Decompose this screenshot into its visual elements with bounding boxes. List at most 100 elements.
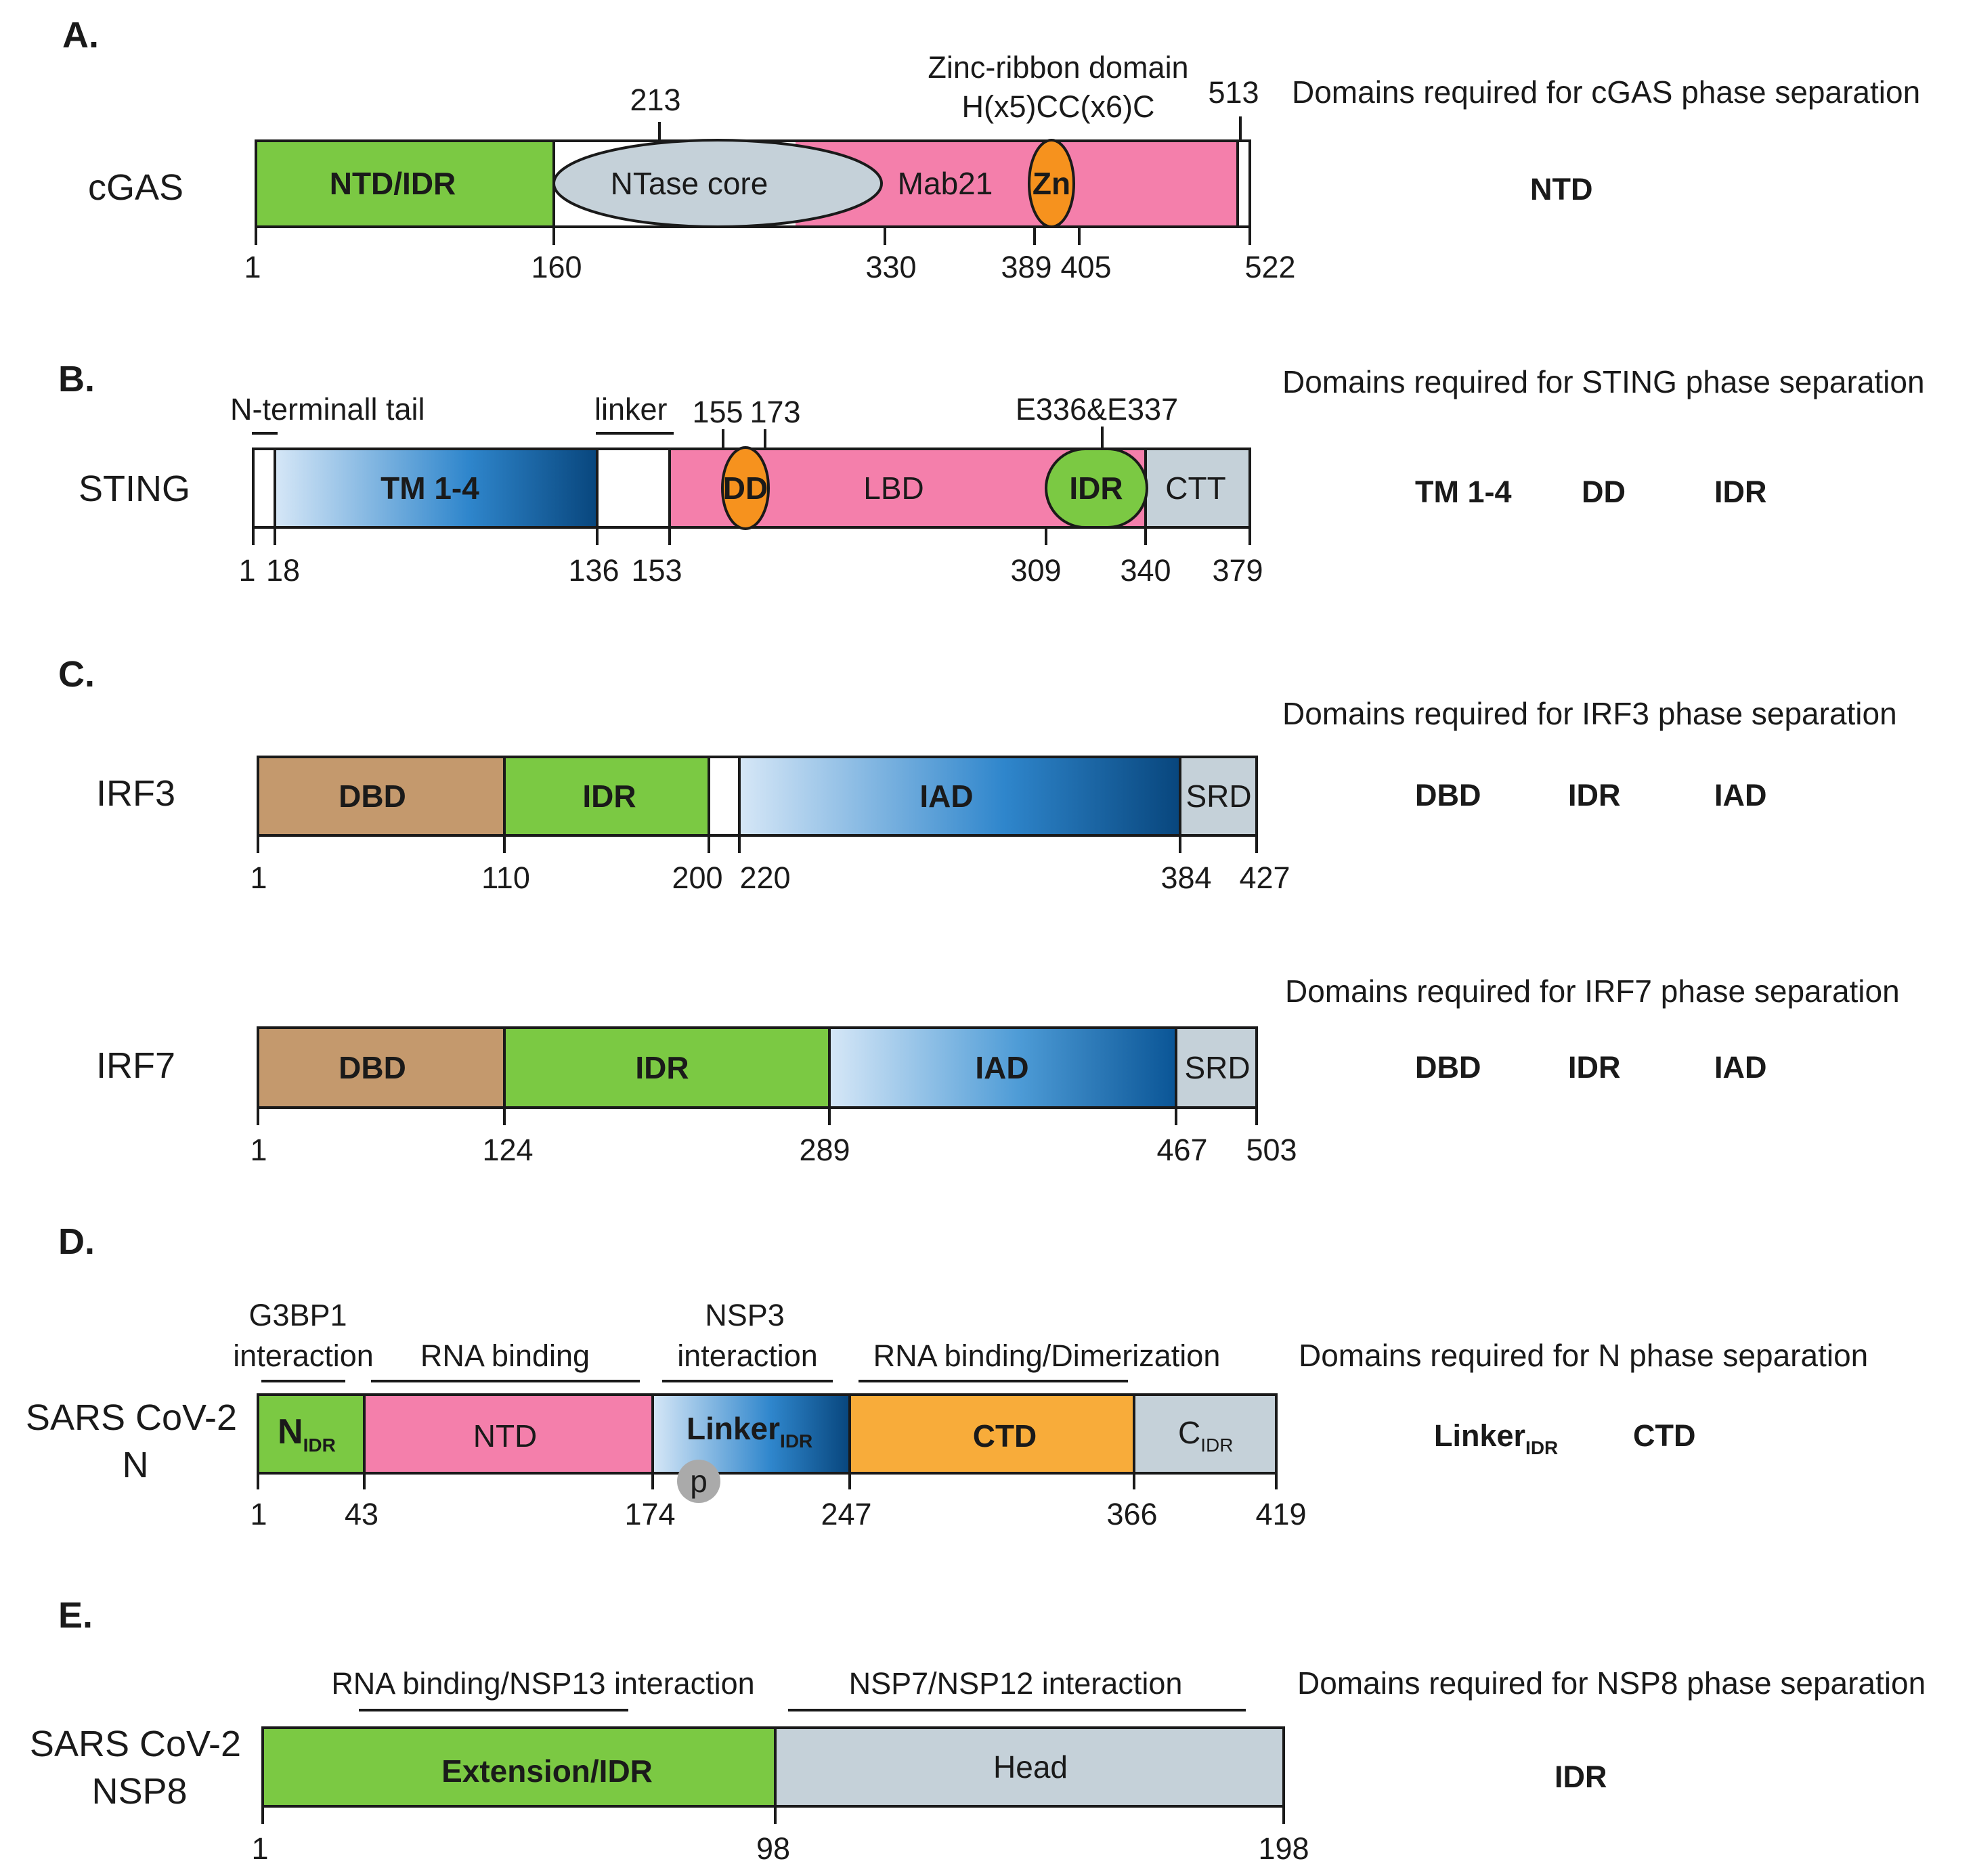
tick-label-cgas-330: 330 <box>865 250 916 284</box>
panel-label-c: C. <box>58 654 95 695</box>
required-domain-irf7-dbd: DBD <box>1415 1050 1481 1085</box>
label-phospho: p <box>690 1464 708 1499</box>
tick-label-sting-379: 379 <box>1212 553 1263 588</box>
label-nsp8-extension-idr: Extension/IDR <box>441 1753 653 1789</box>
title-irf3: Domains required for IRF3 phase separati… <box>1282 696 1897 731</box>
label-irf7-srd: SRD <box>1184 1050 1250 1085</box>
domain-sting-ntail <box>252 448 276 529</box>
tick-label-irf7-467: 467 <box>1156 1133 1207 1167</box>
required-domain-irf3-idr: IDR <box>1568 778 1621 812</box>
domain-nsp8-extension-idr <box>261 1726 777 1808</box>
annot-e336-e337: E336&E337 <box>1016 392 1178 427</box>
phospho-site-icon <box>677 1460 720 1503</box>
tick-label-n-419: 419 <box>1255 1497 1306 1531</box>
tick-label-irf3-427: 427 <box>1239 860 1290 895</box>
tick-label-cgas-1: 1 <box>244 250 261 284</box>
tick-label-irf3-110: 110 <box>481 860 530 895</box>
domain-sting-idr <box>1045 448 1148 529</box>
protein-name-sting: STING <box>79 468 190 509</box>
title-nsp8: Domains required for NSP8 phase separati… <box>1297 1665 1926 1701</box>
annot-pos-173: 173 <box>749 395 800 429</box>
annot-zinc-ribbon: Zinc-ribbon domain <box>928 50 1188 85</box>
domain-irf3-srd <box>1179 756 1258 837</box>
tick-label-sting-340: 340 <box>1120 553 1171 588</box>
annot-n-terminal-tail: N-terminall tail <box>230 392 425 427</box>
domain-irf3-iad <box>738 756 1181 837</box>
annot-g3bp1-interaction: interaction <box>233 1338 374 1373</box>
label-n-ntd: NTD <box>473 1418 538 1454</box>
required-domain-n-ctd: CTD <box>1633 1418 1695 1453</box>
tick-label-irf7-124: 124 <box>482 1133 533 1167</box>
annot-nsp7-nsp12: NSP7/NSP12 interaction <box>849 1666 1183 1701</box>
label-cgas-mab21: Mab21 <box>898 166 993 201</box>
tick-label-irf7-503: 503 <box>1246 1133 1297 1167</box>
tick-label-cgas-389: 389 <box>1001 250 1051 284</box>
required-domain-irf7-idr: IDR <box>1568 1050 1621 1085</box>
tick-label-sting-153: 153 <box>631 553 682 588</box>
tick-label-irf3-200: 200 <box>672 860 722 895</box>
domain-nsp8-head <box>774 1726 1285 1808</box>
panel-label-e: E. <box>58 1595 93 1636</box>
panel-label-d: D. <box>58 1221 95 1262</box>
required-domain-sting-tm: TM 1-4 <box>1415 475 1512 509</box>
domain-sting-dd <box>721 446 770 530</box>
title-n: Domains required for N phase separation <box>1299 1338 1868 1373</box>
ticks-sting: 1 18 136 153 309 340 379 <box>238 527 1263 588</box>
domain-cgas-zn <box>1028 139 1075 228</box>
domain-n-linker <box>651 1393 851 1475</box>
tick-label-sting-136: 136 <box>568 553 619 588</box>
ticks-cgas: 1 160 330 389 405 522 <box>244 227 1296 284</box>
tick-label-sting-309: 309 <box>1010 553 1061 588</box>
tick-label-n-174: 174 <box>624 1497 675 1531</box>
tick-label-nsp8-1: 1 <box>251 1831 268 1866</box>
title-irf7: Domains required for IRF7 phase separati… <box>1285 974 1900 1009</box>
annot-rna-dimerization: RNA binding/Dimerization <box>873 1338 1221 1373</box>
domain-sting-linker <box>596 448 671 529</box>
panel-b: B. STING Domains required for STING phas… <box>58 359 1925 588</box>
label-n-cidr: CIDR <box>1178 1415 1233 1456</box>
panel-a: A. cGAS Domains required for cGAS phase … <box>62 15 1920 284</box>
panel-c-irf7: IRF7 Domains required for IRF7 phase sep… <box>96 974 1900 1167</box>
protein-name-n-line1: SARS CoV-2 <box>26 1397 237 1438</box>
annot-linker: linker <box>594 392 668 427</box>
tick-label-cgas-160: 160 <box>531 250 582 284</box>
protein-name-irf7: IRF7 <box>96 1045 175 1086</box>
label-cgas-zn: Zn <box>1033 166 1070 201</box>
label-n-nidr: NIDR <box>278 1412 336 1456</box>
panel-label-b: B. <box>58 359 95 399</box>
tick-label-sting-1: 1 <box>238 553 255 588</box>
annot-pos-513: 513 <box>1208 75 1259 110</box>
domain-cgas-ntd-idr <box>255 139 555 228</box>
annot-pos-213: 213 <box>630 83 680 117</box>
label-irf3-srd: SRD <box>1186 779 1251 814</box>
annot-pos-155: 155 <box>692 395 743 429</box>
label-cgas-ntase: NTase core <box>611 166 768 201</box>
domain-n-cidr <box>1133 1393 1278 1475</box>
domain-n-nidr <box>257 1393 366 1475</box>
annot-rna-binding: RNA binding <box>420 1338 590 1373</box>
domain-irf7-iad <box>828 1026 1177 1109</box>
annot-nsp3-interaction: interaction <box>677 1338 818 1373</box>
domain-irf3-dbd <box>257 756 506 837</box>
label-irf3-idr: IDR <box>582 779 636 814</box>
panel-e: E. SARS CoV-2 NSP8 Domains required for … <box>30 1595 1926 1866</box>
ticks-n: 1 43 174 247 366 419 <box>250 1473 1307 1531</box>
tick-label-n-1: 1 <box>250 1497 267 1531</box>
label-sting-dd: DD <box>723 471 768 506</box>
tick-label-n-43: 43 <box>345 1497 378 1531</box>
annot-g3bp1: G3BP1 <box>248 1298 347 1332</box>
required-domain-sting-idr: IDR <box>1714 475 1767 509</box>
label-sting-tm: TM 1-4 <box>381 471 479 506</box>
label-sting-idr: IDR <box>1069 471 1123 506</box>
ticks-irf7: 1 124 289 467 503 <box>250 1108 1297 1167</box>
title-cgas: Domains required for cGAS phase separati… <box>1292 74 1920 110</box>
required-domain-cgas-ntd: NTD <box>1530 172 1592 206</box>
ticks-nsp8: 1 98 198 <box>251 1806 1309 1866</box>
domain-sting-ctt <box>1144 448 1251 529</box>
tick-label-n-247: 247 <box>821 1497 871 1531</box>
required-domain-sting-dd: DD <box>1582 475 1626 509</box>
label-sting-lbd: LBD <box>863 471 924 506</box>
label-cgas-ntd-idr: NTD/IDR <box>330 166 456 201</box>
protein-name-irf3: IRF3 <box>96 773 175 814</box>
